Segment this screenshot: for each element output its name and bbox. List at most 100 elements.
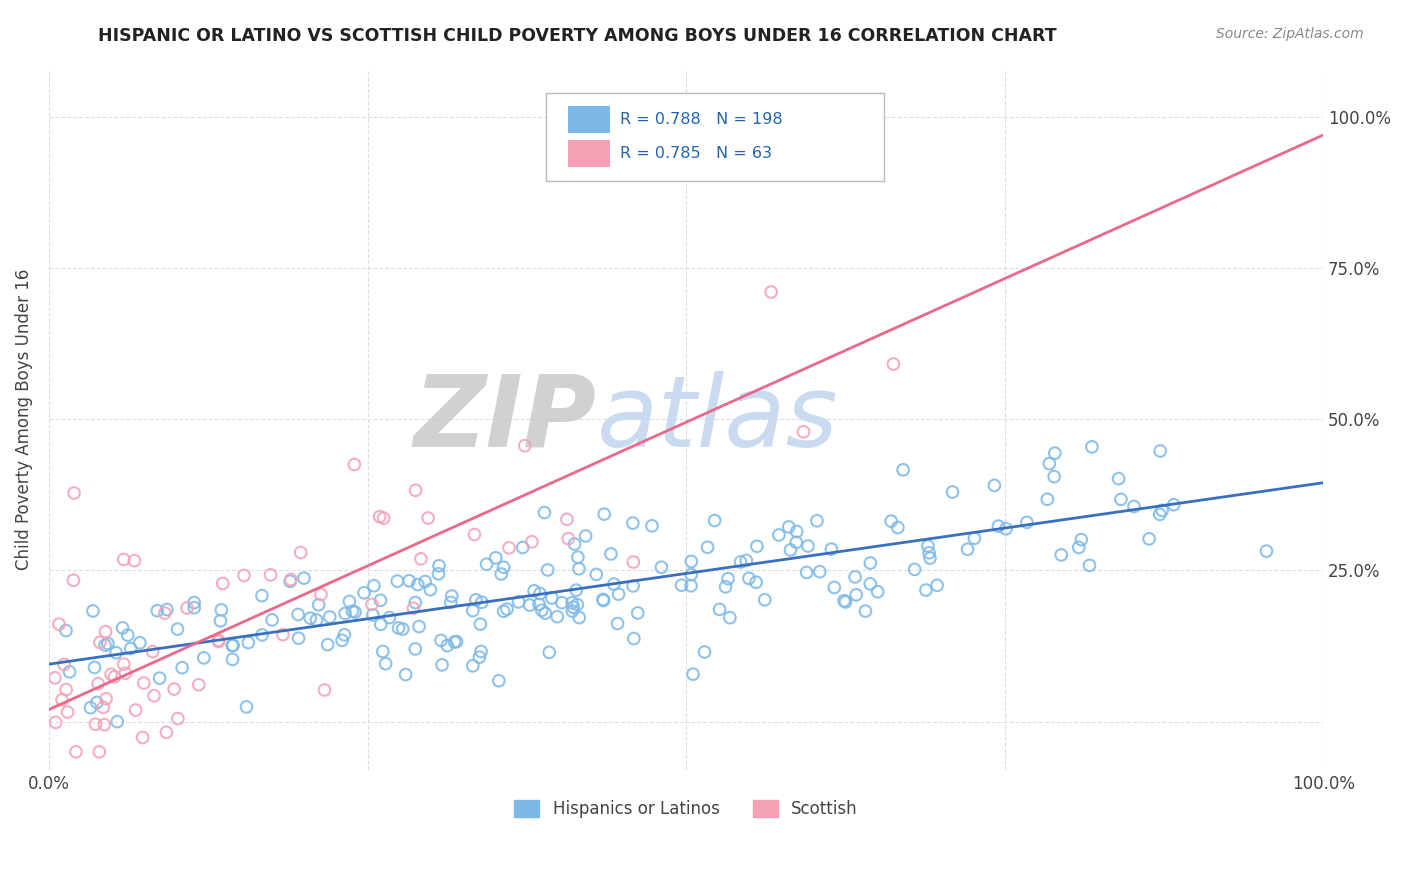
Point: [641, 518, 664, 533]
Point: [308, 598, 330, 612]
Point: [105, 646, 128, 660]
Point: [343, 458, 366, 472]
Point: [1043, 446, 1066, 460]
Point: [58, 665, 80, 679]
Point: [621, 516, 644, 530]
Point: [904, 562, 927, 576]
Point: [956, 542, 979, 557]
Point: [143, 689, 166, 703]
Point: [361, 598, 384, 612]
Point: [1256, 544, 1278, 558]
Point: [333, 607, 356, 621]
Point: [440, 589, 463, 603]
Point: [855, 604, 877, 618]
Point: [405, 483, 427, 498]
Point: [797, 539, 820, 553]
Point: [361, 607, 384, 622]
Point: [176, 601, 198, 615]
Point: [650, 560, 672, 574]
Point: [681, 567, 703, 582]
Point: [112, 657, 135, 672]
Point: [167, 712, 190, 726]
Point: [555, 512, 578, 526]
Point: [987, 519, 1010, 533]
Point: [193, 651, 215, 665]
Point: [111, 621, 134, 635]
Point: [709, 602, 731, 616]
Point: [887, 520, 910, 534]
Point: [564, 537, 586, 551]
Point: [89, 635, 111, 649]
Point: [342, 604, 364, 618]
Point: [551, 596, 574, 610]
Text: atlas: atlas: [598, 371, 838, 467]
Point: [124, 554, 146, 568]
Point: [527, 598, 550, 612]
Point: [496, 602, 519, 616]
Point: [470, 617, 492, 632]
Text: Source: ZipAtlas.com: Source: ZipAtlas.com: [1216, 27, 1364, 41]
Point: [418, 511, 440, 525]
Point: [305, 613, 328, 627]
Point: [156, 602, 179, 616]
Point: [891, 463, 914, 477]
Point: [859, 556, 882, 570]
Point: [537, 563, 560, 577]
Point: [413, 574, 436, 589]
Point: [172, 661, 194, 675]
Point: [406, 577, 429, 591]
Point: [508, 595, 530, 609]
FancyBboxPatch shape: [568, 140, 610, 167]
Point: [149, 671, 172, 685]
Point: [233, 568, 256, 582]
Point: [754, 592, 776, 607]
Point: [250, 589, 273, 603]
Point: [785, 535, 807, 549]
Point: [290, 545, 312, 559]
Point: [823, 581, 845, 595]
Point: [309, 587, 332, 601]
Text: HISPANIC OR LATINO VS SCOTTISH CHILD POVERTY AMONG BOYS UNDER 16 CORRELATION CHA: HISPANIC OR LATINO VS SCOTTISH CHILD POV…: [98, 27, 1057, 45]
Point: [1163, 498, 1185, 512]
Point: [603, 577, 626, 591]
Point: [498, 541, 520, 555]
Point: [786, 524, 808, 539]
Point: [488, 673, 510, 688]
Point: [100, 667, 122, 681]
Point: [470, 644, 492, 658]
Point: [512, 541, 534, 555]
Point: [124, 703, 146, 717]
Point: [287, 631, 309, 645]
Point: [404, 642, 426, 657]
Point: [132, 676, 155, 690]
Point: [557, 532, 579, 546]
Point: [471, 595, 494, 609]
Point: [86, 696, 108, 710]
Point: [1070, 533, 1092, 547]
Point: [918, 551, 941, 566]
Point: [51, 692, 73, 706]
Point: [120, 641, 142, 656]
Point: [371, 644, 394, 658]
Point: [1067, 541, 1090, 555]
Point: [778, 520, 800, 534]
Point: [443, 635, 465, 649]
Point: [918, 546, 941, 560]
Point: [806, 514, 828, 528]
Point: [94, 638, 117, 652]
Point: [717, 572, 740, 586]
Point: [568, 610, 591, 624]
Point: [207, 633, 229, 648]
Point: [155, 725, 177, 739]
Point: [882, 357, 904, 371]
Point: [187, 678, 209, 692]
Point: [84, 717, 107, 731]
Point: [844, 570, 866, 584]
Point: [682, 667, 704, 681]
Point: [925, 578, 948, 592]
Point: [56, 705, 79, 719]
Point: [738, 571, 761, 585]
Point: [427, 558, 450, 573]
Point: [468, 650, 491, 665]
Point: [373, 511, 395, 525]
